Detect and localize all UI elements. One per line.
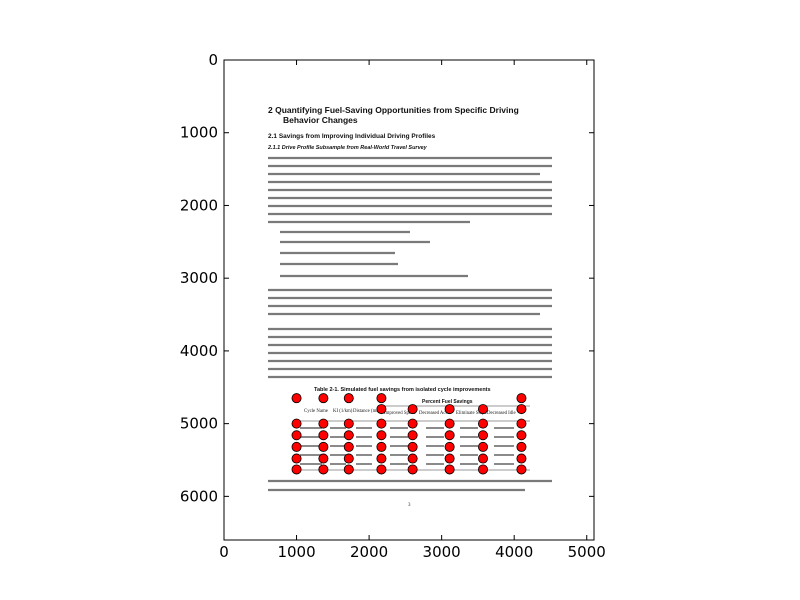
scatter-point: [516, 404, 527, 415]
doc-paragraph-2: [268, 288, 552, 316]
y-tick-label: 5000: [180, 415, 218, 433]
doc-table-header-0: Cycle Name: [304, 409, 328, 414]
scatter-point: [318, 418, 329, 429]
doc-table-header-6: Decreased Idle: [487, 411, 516, 416]
scatter-point: [291, 418, 302, 429]
scatter-point: [407, 464, 418, 475]
scatter-point: [376, 404, 387, 415]
scatter-point: [376, 430, 387, 441]
x-axis: 0 1000 2000 3000 4000 5000: [219, 60, 606, 561]
scatter-point: [291, 441, 302, 452]
scatter-point: [407, 418, 418, 429]
scatter-point: [444, 418, 455, 429]
scatter-point: [516, 430, 527, 441]
scatter-point: [477, 404, 488, 415]
doc-paragraph-3: [268, 327, 552, 379]
scatter-point: [343, 464, 354, 475]
scatter-point: [477, 464, 488, 475]
scatter-point: [407, 430, 418, 441]
x-tick-label: 4000: [495, 543, 533, 561]
scatter-point: [407, 453, 418, 464]
doc-table-body: [300, 427, 514, 465]
scatter-point: [318, 453, 329, 464]
plot-frame: [223, 59, 595, 541]
scatter-point: [318, 464, 329, 475]
scatter-point: [318, 430, 329, 441]
x-tick-label: 2000: [350, 543, 388, 561]
y-tick-label: 6000: [180, 487, 218, 505]
doc-table-header-4: Decreased Accel: [419, 411, 452, 416]
scatter-point: [516, 418, 527, 429]
y-tick-label: 2000: [180, 196, 218, 214]
y-axis: 0 1000 2000 3000 4000 5000 6000: [180, 51, 594, 505]
doc-table-header-1: KI (1/km): [333, 409, 353, 414]
scatter-point: [444, 404, 455, 415]
doc-table-header-3: Improved Speed: [384, 411, 416, 416]
scatter-point: [291, 464, 302, 475]
y-tick-label: 3000: [180, 269, 218, 287]
scatter-point: [477, 453, 488, 464]
doc-list: [280, 230, 468, 278]
x-tick-label: 3000: [423, 543, 461, 561]
doc-table-header-5: Eliminate Stops: [456, 411, 487, 416]
scatter-point: [376, 441, 387, 452]
scatter-point: [376, 418, 387, 429]
doc-page-number: 3: [408, 503, 411, 508]
y-tick-label: 0: [208, 51, 218, 69]
scatter-point: [376, 393, 387, 404]
scatter-point: [407, 404, 418, 415]
scatter-point: [444, 430, 455, 441]
doc-heading-1: 2 Quantifying Fuel-Saving Opportunities …: [268, 105, 519, 115]
scatter-point: [343, 441, 354, 452]
scatter-point: [477, 441, 488, 452]
doc-table-group-header: Percent Fuel Savings: [422, 399, 473, 405]
scatter-point: [291, 453, 302, 464]
doc-heading-3: 2.1.1 Drive Profile Subsample from Real-…: [267, 145, 428, 151]
scatter-point: [516, 441, 527, 452]
scatter-point: [516, 453, 527, 464]
scatter-point: [477, 418, 488, 429]
scatter-point: [343, 430, 354, 441]
scatter-point: [407, 441, 418, 452]
scatter-point: [291, 393, 302, 404]
doc-paragraph-1: [268, 156, 552, 224]
scatter-point: [343, 393, 354, 404]
scatter-point: [444, 453, 455, 464]
scatter-point: [318, 441, 329, 452]
scatter-point: [376, 464, 387, 475]
y-tick-label: 4000: [180, 342, 218, 360]
scatter-points: [291, 393, 527, 475]
x-tick-label: 5000: [568, 543, 606, 561]
doc-table-headers: Cycle Name KI (1/km) Distance (mi) Impro…: [304, 409, 516, 416]
scatter-point: [516, 464, 527, 475]
y-tick-label: 1000: [180, 124, 218, 142]
doc-figure-caption-lines: [268, 479, 552, 492]
doc-table-header-2: Distance (mi): [353, 409, 380, 414]
scatter-point: [516, 393, 527, 404]
scatter-point: [376, 453, 387, 464]
doc-heading-1b: Behavior Changes: [283, 115, 358, 125]
scatter-point: [477, 430, 488, 441]
scatter-point: [291, 430, 302, 441]
scatter-point: [444, 441, 455, 452]
doc-table-title: Table 2-1. Simulated fuel savings from i…: [314, 387, 491, 393]
doc-heading-2: 2.1 Savings from Improving Individual Dr…: [268, 133, 436, 140]
x-tick-label: 0: [219, 543, 229, 561]
x-tick-label: 1000: [277, 543, 315, 561]
scatter-point: [444, 464, 455, 475]
scatter-point: [343, 453, 354, 464]
scatter-point: [343, 418, 354, 429]
scatter-point: [318, 393, 329, 404]
